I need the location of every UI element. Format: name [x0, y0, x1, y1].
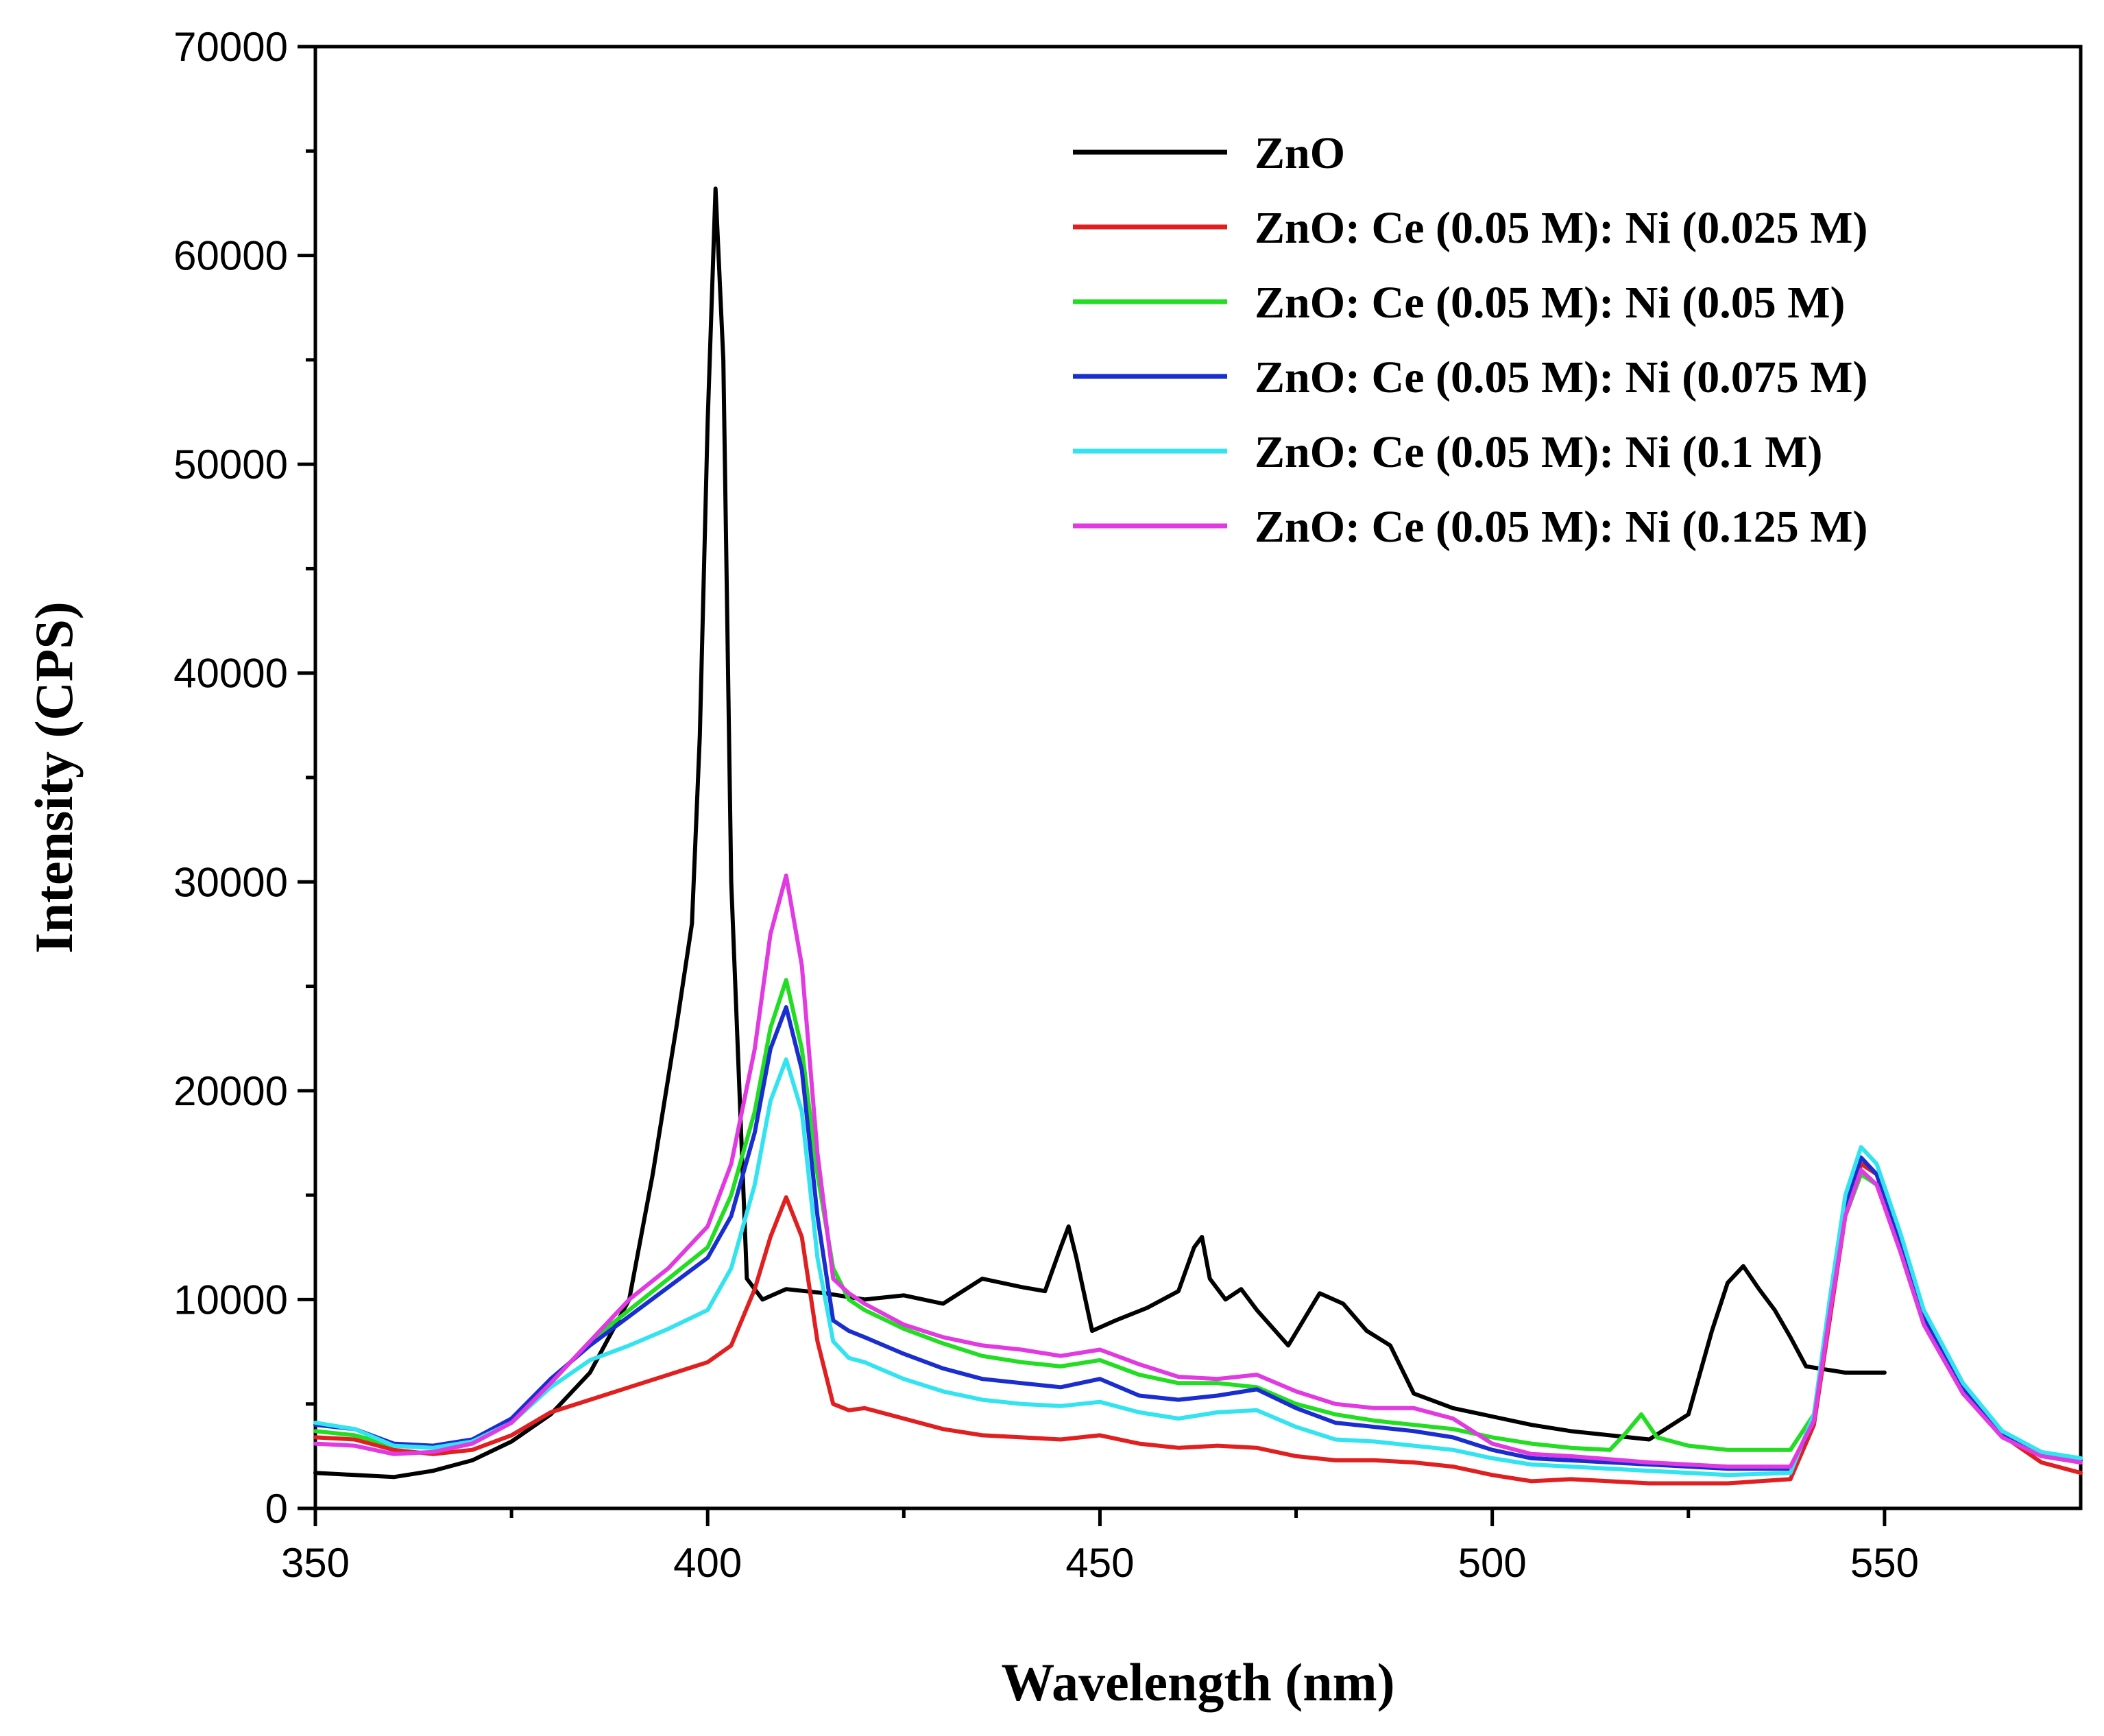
- x-tick-label: 450: [1065, 1540, 1134, 1586]
- y-tick-label: 60000: [173, 233, 288, 279]
- legend-label-6: ZnO: Ce (0.05 M): Ni (0.125 M): [1255, 502, 1867, 552]
- legend: ZnO ZnO: Ce (0.05 M): Ni (0.025 M) ZnO: Ce…: [1073, 128, 1867, 552]
- x-tick-label: 550: [1850, 1540, 1919, 1586]
- y-tick-label: 10000: [173, 1277, 288, 1323]
- x-axis-title: Wavelength (nm): [1001, 1652, 1394, 1712]
- x-tick-label: 400: [673, 1540, 742, 1586]
- legend-label-1: ZnO: [1255, 128, 1345, 178]
- axis-layer: 350 400 450 500 550 0 10000 20000 30000 40000 5000…: [173, 24, 1919, 1586]
- x-tick-label: 500: [1458, 1540, 1527, 1586]
- y-tick-label: 30000: [173, 859, 288, 905]
- legend-label-4: ZnO: Ce (0.05 M): Ni (0.075 M): [1255, 352, 1867, 402]
- y-tick-label: 20000: [173, 1068, 288, 1114]
- y-tick-label: 50000: [173, 442, 288, 487]
- y-tick-label: 70000: [173, 24, 288, 70]
- legend-label-2: ZnO: Ce (0.05 M): Ni (0.025 M): [1255, 203, 1867, 253]
- y-axis-title: Intensity (CPS): [24, 601, 84, 954]
- series-layer: [313, 186, 2083, 1486]
- series-line-1: [313, 186, 1887, 1480]
- legend-label-3: ZnO: Ce (0.05 M): Ni (0.05 M): [1255, 278, 1845, 328]
- y-tick-label: 40000: [173, 651, 288, 697]
- series-line-6: [313, 873, 2083, 1469]
- x-tick-label: 350: [281, 1540, 350, 1586]
- legend-label-5: ZnO: Ce (0.05 M): Ni (0.1 M): [1255, 427, 1822, 477]
- y-tick-label: 0: [265, 1486, 288, 1532]
- series-line-5: [313, 1057, 2083, 1478]
